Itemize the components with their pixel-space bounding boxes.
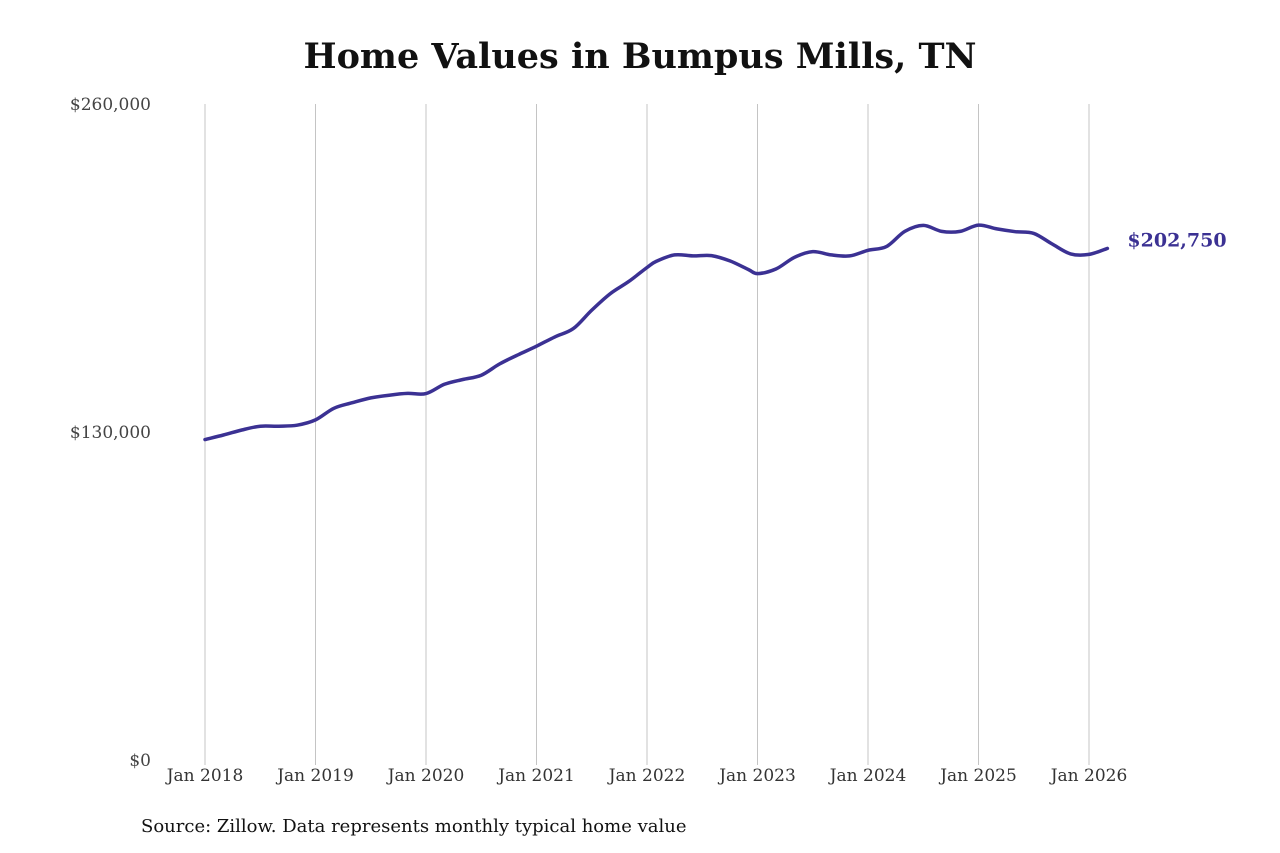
- x-tick-label: Jan 2024: [828, 766, 907, 786]
- x-tick-label: Jan 2025: [938, 766, 1017, 786]
- x-tick-label: Jan 2026: [1049, 766, 1128, 786]
- y-tick-label: $130,000: [70, 423, 151, 443]
- vertical-gridlines: [204, 104, 1090, 765]
- x-tick-label: Jan 2020: [386, 766, 465, 786]
- chart-title: Home Values in Bumpus Mills, TN: [303, 36, 977, 77]
- y-axis-ticks: $0 $130,000 $260,000: [70, 95, 151, 771]
- x-tick-label: Jan 2018: [165, 766, 244, 786]
- series-line: [203, 223, 1110, 442]
- x-tick-label: Jan 2021: [496, 766, 575, 786]
- y-tick-label: $0: [129, 751, 151, 771]
- x-axis-ticks: Jan 2018 Jan 2019 Jan 2020 Jan 2021 Jan 2022…: [165, 766, 1128, 786]
- y-tick-label: $260,000: [70, 95, 151, 115]
- series-layer: $202,750: [203, 223, 1227, 442]
- x-tick-label: Jan 2022: [607, 766, 686, 786]
- x-tick-label: Jan 2019: [275, 766, 354, 786]
- end-value-label: $202,750: [1127, 229, 1226, 251]
- x-tick-label: Jan 2023: [717, 766, 796, 786]
- source-note: Source: Zillow. Data represents monthly …: [141, 816, 687, 837]
